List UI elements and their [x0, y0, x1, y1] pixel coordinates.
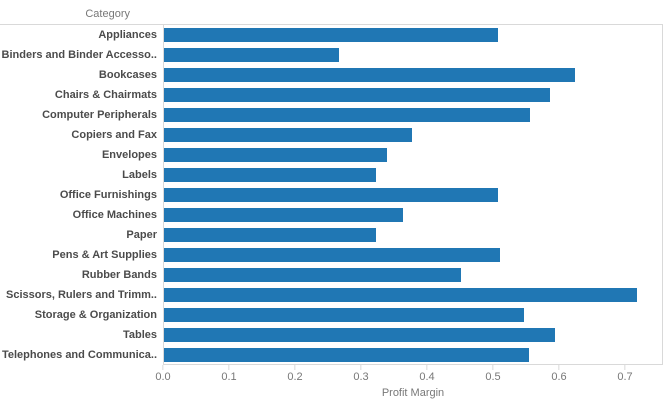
bar-row: Storage & Organization	[0, 305, 663, 325]
bar-track	[163, 305, 663, 325]
category-label[interactable]: Office Machines	[72, 209, 157, 221]
bar-row: Chairs & Chairmats	[0, 85, 663, 105]
tick-mark-icon	[426, 365, 428, 370]
tick-label: 0.7	[617, 371, 633, 383]
bar[interactable]	[163, 88, 550, 102]
bar-track	[163, 185, 663, 205]
bar[interactable]	[163, 148, 388, 162]
tick-mark-icon	[360, 365, 362, 370]
bar-row: Tables	[0, 325, 663, 345]
bar-track	[163, 325, 663, 345]
x-axis: 0.0 0.1 0.2 0.3 0.4 0.5 0.6 0.7	[155, 365, 663, 387]
bar-track	[163, 105, 663, 125]
bar-row: Copiers and Fax	[0, 125, 663, 145]
bar[interactable]	[163, 28, 498, 42]
category-label[interactable]: Scissors, Rulers and Trimm..	[5, 289, 157, 301]
bar-track	[163, 225, 663, 245]
bar[interactable]	[163, 68, 575, 82]
category-label[interactable]: Labels	[122, 169, 157, 181]
category-label[interactable]: Tables	[122, 329, 157, 341]
tick-mark-icon	[162, 365, 164, 370]
axis-tick: 0.0	[155, 365, 171, 383]
axis-tick: 0.1	[221, 365, 237, 383]
header-divider	[0, 24, 663, 25]
bar[interactable]	[163, 208, 403, 222]
bar-row: Office Furnishings	[0, 185, 663, 205]
axis-tick: 0.2	[287, 365, 303, 383]
category-label[interactable]: Rubber Bands	[81, 269, 157, 281]
axis-tick: 0.6	[551, 365, 567, 383]
axis-tick: 0.3	[353, 365, 369, 383]
tick-mark-icon	[624, 365, 626, 370]
bar[interactable]	[163, 248, 501, 262]
tick-label: 0.5	[485, 371, 501, 383]
bar-track	[163, 65, 663, 85]
bar-track	[163, 25, 663, 45]
bar-row: Envelopes	[0, 145, 663, 165]
tick-mark-icon	[228, 365, 230, 370]
bar[interactable]	[163, 268, 462, 282]
tick-label: 0.2	[287, 371, 303, 383]
bar-row: Rubber Bands	[0, 265, 663, 285]
tick-mark-icon	[558, 365, 560, 370]
tick-label: 0.4	[419, 371, 435, 383]
tick-mark-icon	[492, 365, 494, 370]
bar[interactable]	[163, 348, 529, 362]
category-label[interactable]: Chairs & Chairmats	[54, 89, 157, 101]
bar-track	[163, 265, 663, 285]
category-label[interactable]: Copiers and Fax	[71, 129, 157, 141]
bar-row: Labels	[0, 165, 663, 185]
bar[interactable]	[163, 328, 556, 342]
tick-label: 0.6	[551, 371, 567, 383]
bar-row: Binders and Binder Accesso..	[0, 45, 663, 65]
bar-row: Office Machines	[0, 205, 663, 225]
axis-tick: 0.7	[617, 365, 633, 383]
tick-label: 0.0	[155, 371, 171, 383]
bar[interactable]	[163, 228, 377, 242]
category-label[interactable]: Pens & Art Supplies	[52, 249, 157, 261]
category-label[interactable]: Binders and Binder Accesso..	[1, 49, 157, 61]
category-label[interactable]: Office Furnishings	[59, 189, 157, 201]
bar[interactable]	[163, 288, 637, 302]
bar-track	[163, 145, 663, 165]
bar-track	[163, 345, 663, 365]
tick-mark-icon	[294, 365, 296, 370]
x-axis-title: Profit Margin	[381, 387, 445, 399]
bar-track	[163, 125, 663, 145]
column-header-category: Category	[85, 8, 130, 20]
category-label[interactable]: Appliances	[98, 29, 157, 41]
rows-container: Appliances Binders and Binder Accesso.. …	[0, 25, 663, 365]
bar-track	[163, 45, 663, 65]
bar-row: Pens & Art Supplies	[0, 245, 663, 265]
bar-row: Bookcases	[0, 65, 663, 85]
category-label[interactable]: Computer Peripherals	[42, 109, 157, 121]
bar-track	[163, 165, 663, 185]
bar-track	[163, 205, 663, 225]
axis-tick: 0.5	[485, 365, 501, 383]
axis-tick: 0.4	[419, 365, 435, 383]
category-label[interactable]: Envelopes	[101, 149, 157, 161]
tick-label: 0.1	[221, 371, 237, 383]
category-label[interactable]: Bookcases	[98, 69, 157, 81]
bar-track	[163, 285, 663, 305]
bar[interactable]	[163, 48, 340, 62]
bar[interactable]	[163, 188, 499, 202]
bar[interactable]	[163, 168, 377, 182]
bar-row: Paper	[0, 225, 663, 245]
bar-row: Computer Peripherals	[0, 105, 663, 125]
bar-track	[163, 85, 663, 105]
bar[interactable]	[163, 108, 530, 122]
bar[interactable]	[163, 308, 524, 322]
category-label[interactable]: Telephones and Communica..	[1, 349, 157, 361]
category-label[interactable]: Storage & Organization	[34, 309, 157, 321]
bar[interactable]	[163, 128, 413, 142]
bar-row: Scissors, Rulers and Trimm..	[0, 285, 663, 305]
bar-row: Telephones and Communica..	[0, 345, 663, 365]
category-label[interactable]: Paper	[126, 229, 157, 241]
tick-label: 0.3	[353, 371, 369, 383]
bar-row: Appliances	[0, 25, 663, 45]
bar-track	[163, 245, 663, 265]
